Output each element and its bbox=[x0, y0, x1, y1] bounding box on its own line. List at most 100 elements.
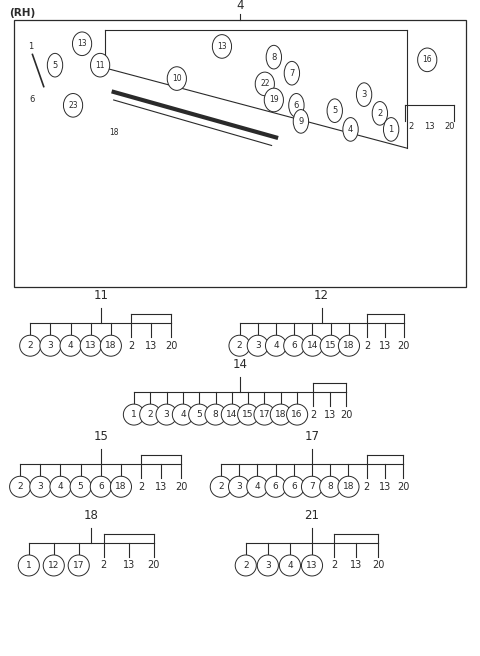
Ellipse shape bbox=[20, 335, 41, 356]
Text: 8: 8 bbox=[271, 52, 276, 62]
Ellipse shape bbox=[283, 476, 304, 497]
Text: 2: 2 bbox=[128, 340, 134, 351]
Ellipse shape bbox=[288, 94, 304, 117]
Text: 18: 18 bbox=[343, 482, 354, 491]
Text: 5: 5 bbox=[52, 61, 58, 70]
Text: 20: 20 bbox=[340, 409, 352, 420]
Ellipse shape bbox=[338, 335, 360, 356]
Text: 6: 6 bbox=[291, 341, 297, 350]
Text: 2: 2 bbox=[27, 341, 33, 350]
Ellipse shape bbox=[212, 35, 231, 58]
Text: 20: 20 bbox=[165, 340, 178, 351]
Text: 16: 16 bbox=[422, 55, 432, 64]
Ellipse shape bbox=[301, 476, 323, 497]
Ellipse shape bbox=[356, 83, 372, 106]
Text: 20: 20 bbox=[444, 122, 455, 131]
Ellipse shape bbox=[247, 335, 268, 356]
Ellipse shape bbox=[63, 94, 83, 117]
Ellipse shape bbox=[343, 117, 358, 141]
Text: 7: 7 bbox=[289, 69, 295, 77]
Text: 2: 2 bbox=[377, 109, 383, 118]
Ellipse shape bbox=[247, 476, 268, 497]
Ellipse shape bbox=[30, 476, 51, 497]
Text: 18: 18 bbox=[115, 482, 127, 491]
Text: 3: 3 bbox=[361, 90, 367, 99]
Ellipse shape bbox=[50, 476, 71, 497]
Text: 13: 13 bbox=[85, 341, 96, 350]
Text: 3: 3 bbox=[236, 482, 242, 491]
Text: 4: 4 bbox=[348, 125, 353, 134]
Text: 4: 4 bbox=[254, 482, 260, 491]
Text: 13: 13 bbox=[122, 560, 135, 571]
Ellipse shape bbox=[156, 404, 177, 425]
Text: 20: 20 bbox=[372, 560, 384, 571]
Ellipse shape bbox=[110, 476, 132, 497]
Ellipse shape bbox=[167, 67, 186, 91]
Text: 13: 13 bbox=[424, 122, 435, 131]
Text: 12: 12 bbox=[48, 561, 60, 570]
Ellipse shape bbox=[43, 555, 64, 576]
Ellipse shape bbox=[40, 335, 61, 356]
Text: 8: 8 bbox=[213, 410, 218, 419]
Ellipse shape bbox=[90, 476, 111, 497]
Text: 4: 4 bbox=[58, 482, 63, 491]
Ellipse shape bbox=[302, 335, 323, 356]
Ellipse shape bbox=[279, 555, 300, 576]
Text: 15: 15 bbox=[94, 430, 108, 443]
Text: 9: 9 bbox=[298, 117, 303, 126]
Ellipse shape bbox=[293, 110, 309, 133]
Text: 18: 18 bbox=[105, 341, 117, 350]
Ellipse shape bbox=[91, 53, 110, 77]
Text: 4: 4 bbox=[236, 0, 244, 12]
Text: 13: 13 bbox=[217, 42, 227, 51]
Text: 2: 2 bbox=[218, 482, 224, 491]
Ellipse shape bbox=[384, 117, 399, 141]
Text: 17: 17 bbox=[304, 430, 320, 443]
Ellipse shape bbox=[68, 555, 89, 576]
Text: 2: 2 bbox=[17, 482, 23, 491]
Text: 2: 2 bbox=[310, 409, 317, 420]
Text: 13: 13 bbox=[306, 561, 318, 570]
Ellipse shape bbox=[189, 404, 210, 425]
Ellipse shape bbox=[287, 404, 308, 425]
Text: 18: 18 bbox=[84, 508, 98, 522]
Text: 20: 20 bbox=[175, 482, 188, 492]
Text: 5: 5 bbox=[78, 482, 84, 491]
Ellipse shape bbox=[48, 53, 63, 77]
Ellipse shape bbox=[255, 72, 275, 96]
Ellipse shape bbox=[205, 404, 226, 425]
Ellipse shape bbox=[257, 555, 278, 576]
Text: 3: 3 bbox=[255, 341, 261, 350]
Text: 2: 2 bbox=[408, 122, 413, 131]
Text: 14: 14 bbox=[226, 410, 238, 419]
Ellipse shape bbox=[320, 476, 341, 497]
Ellipse shape bbox=[284, 62, 300, 85]
Text: 2: 2 bbox=[331, 560, 337, 571]
Text: 7: 7 bbox=[309, 482, 315, 491]
Text: 1: 1 bbox=[28, 42, 33, 51]
Text: 21: 21 bbox=[304, 508, 320, 522]
Ellipse shape bbox=[221, 404, 242, 425]
Ellipse shape bbox=[238, 404, 259, 425]
Text: 1: 1 bbox=[131, 410, 137, 419]
Text: 5: 5 bbox=[196, 410, 202, 419]
Text: 2: 2 bbox=[243, 561, 249, 570]
Ellipse shape bbox=[210, 476, 231, 497]
Ellipse shape bbox=[254, 404, 275, 425]
Ellipse shape bbox=[140, 404, 161, 425]
Ellipse shape bbox=[327, 99, 342, 123]
Text: 10: 10 bbox=[172, 74, 181, 83]
Text: 13: 13 bbox=[77, 39, 87, 49]
Text: 17: 17 bbox=[259, 410, 270, 419]
Text: 11: 11 bbox=[96, 61, 105, 70]
Text: 13: 13 bbox=[350, 560, 362, 571]
Text: 20: 20 bbox=[397, 482, 409, 492]
Text: 22: 22 bbox=[260, 79, 270, 89]
Text: 15: 15 bbox=[325, 341, 336, 350]
Ellipse shape bbox=[80, 335, 101, 356]
Text: 4: 4 bbox=[68, 341, 73, 350]
Text: 2: 2 bbox=[363, 482, 370, 492]
Ellipse shape bbox=[301, 555, 323, 576]
Ellipse shape bbox=[338, 476, 359, 497]
Text: 6: 6 bbox=[294, 101, 299, 110]
